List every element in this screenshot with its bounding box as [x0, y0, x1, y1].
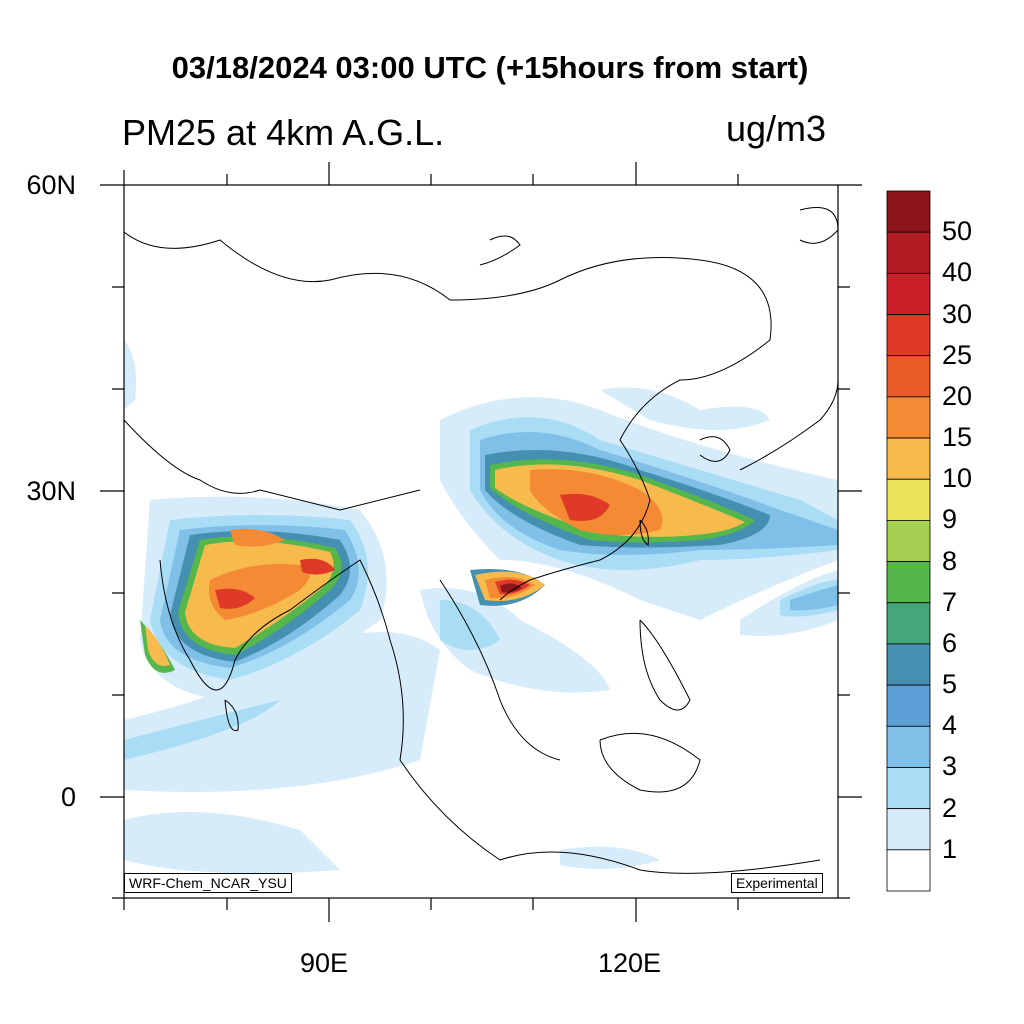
colorbar [886, 190, 931, 892]
colorbar-box [886, 520, 931, 562]
lon-label-120e: 120E [598, 948, 662, 978]
map-frame [100, 162, 862, 922]
colorbar-box [886, 272, 931, 315]
colorbar-label: 1 [942, 833, 958, 864]
colorbar-label: 10 [942, 463, 973, 494]
colorbar-box [886, 643, 931, 686]
lat-label-0: 0 [60, 782, 76, 812]
colorbar-box [886, 190, 931, 233]
colorbar-box [886, 767, 931, 810]
colorbar-box [886, 849, 931, 892]
colorbar-label: 2 [942, 792, 958, 823]
colorbar-box [886, 684, 931, 727]
colorbar-label: 15 [942, 422, 973, 453]
colorbar-label: 6 [942, 627, 958, 658]
lat-label-60n: 60N [26, 170, 76, 200]
colorbar-label: 25 [942, 339, 973, 370]
units-label: ug/m3 [726, 108, 827, 149]
colorbar-box [886, 808, 931, 851]
colorbar-label: 5 [942, 669, 958, 700]
experimental-label: Experimental [731, 873, 823, 893]
colorbar-label: 8 [942, 545, 958, 576]
colorbar-box [886, 437, 931, 480]
colorbar-box [886, 478, 931, 521]
colorbar-label: 30 [942, 298, 973, 329]
pm25-level-50 [500, 583, 522, 593]
colorbar-label: 40 [942, 257, 973, 288]
variable-label: PM25 at 4km A.G.L. [122, 112, 445, 153]
colorbar-box [886, 314, 931, 357]
pm25-field [124, 207, 838, 874]
coastlines [124, 207, 838, 874]
colorbar-box [886, 602, 931, 645]
colorbar-box [886, 355, 931, 398]
colorbar-box [886, 231, 931, 274]
plot-title: 03/18/2024 03:00 UTC (+15hours from star… [171, 50, 809, 85]
colorbar-label: 7 [942, 586, 958, 617]
pm25-level-30 [215, 493, 610, 609]
colorbar-label: 50 [942, 216, 973, 247]
model-label: WRF-Chem_NCAR_YSU [124, 873, 292, 893]
colorbar-label: 4 [942, 710, 958, 741]
colorbar-label: 3 [942, 751, 958, 782]
colorbar-label: 9 [942, 504, 958, 535]
colorbar-label: 20 [942, 380, 973, 411]
lon-label-90e: 90E [300, 948, 349, 978]
colorbar-box [886, 396, 931, 439]
colorbar-box [886, 725, 931, 768]
colorbar-box [886, 561, 931, 604]
lat-label-30n: 30N [26, 476, 76, 506]
